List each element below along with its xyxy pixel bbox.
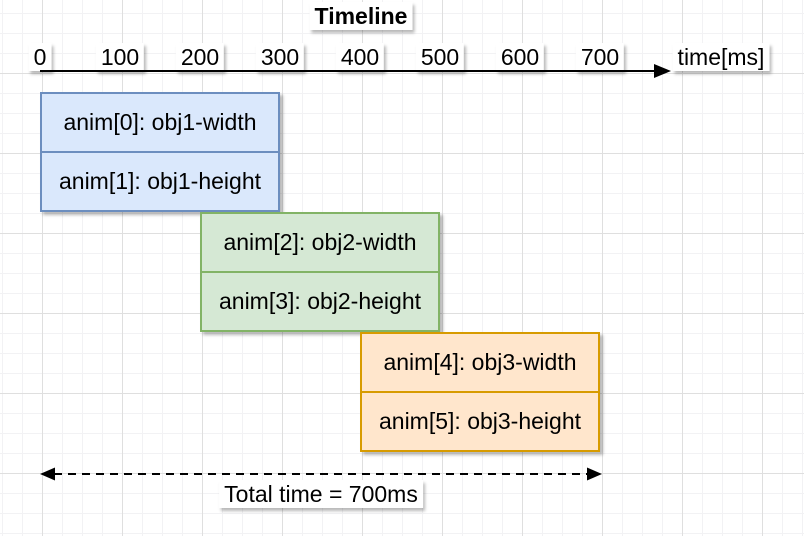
anim-bar-3[interactable]: anim[3]: obj2-height [202, 271, 438, 330]
axis-tick-100: 100 [95, 43, 145, 72]
anim-bar-0-label: anim[0]: obj1-width [63, 109, 257, 135]
axis-tick-400: 400 [335, 43, 385, 72]
anim-bar-0[interactable]: anim[0]: obj1-width [42, 94, 278, 151]
axis-tick-300: 300 [255, 43, 305, 72]
anim-bar-2-label: anim[2]: obj2-width [223, 229, 417, 255]
anim-group-obj1[interactable]: anim[0]: obj1-width anim[1]: obj1-height [40, 92, 280, 212]
axis-tick-500: 500 [415, 43, 465, 72]
axis-tick-600: 600 [495, 43, 545, 72]
arrow-left-icon [40, 467, 55, 481]
total-time-label: Total time = 700ms [219, 480, 423, 509]
anim-bar-5-label: anim[5]: obj3-height [378, 408, 581, 434]
axis-unit-label: time[ms] [672, 43, 770, 72]
anim-group-obj3[interactable]: anim[4]: obj3-width anim[5]: obj3-height [360, 332, 600, 452]
anim-group-obj2[interactable]: anim[2]: obj2-width anim[3]: obj2-height [200, 212, 440, 332]
anim-bar-4[interactable]: anim[4]: obj3-width [362, 334, 598, 391]
axis-tick-0: 0 [28, 43, 52, 72]
anim-bar-5[interactable]: anim[5]: obj3-height [362, 391, 598, 450]
anim-bar-4-label: anim[4]: obj3-width [383, 349, 577, 375]
anim-bar-1[interactable]: anim[1]: obj1-height [42, 151, 278, 210]
time-axis-line [40, 70, 658, 72]
axis-arrowhead-icon [654, 64, 671, 78]
arrow-right-icon [587, 467, 602, 481]
anim-bar-2[interactable]: anim[2]: obj2-width [202, 214, 438, 271]
axis-tick-200: 200 [175, 43, 225, 72]
total-time-arrow [40, 467, 602, 481]
anim-bar-1-label: anim[1]: obj1-height [58, 168, 261, 194]
axis-tick-700: 700 [575, 43, 625, 72]
anim-bar-3-label: anim[3]: obj2-height [218, 288, 421, 314]
diagram-title: Timeline [309, 2, 413, 31]
